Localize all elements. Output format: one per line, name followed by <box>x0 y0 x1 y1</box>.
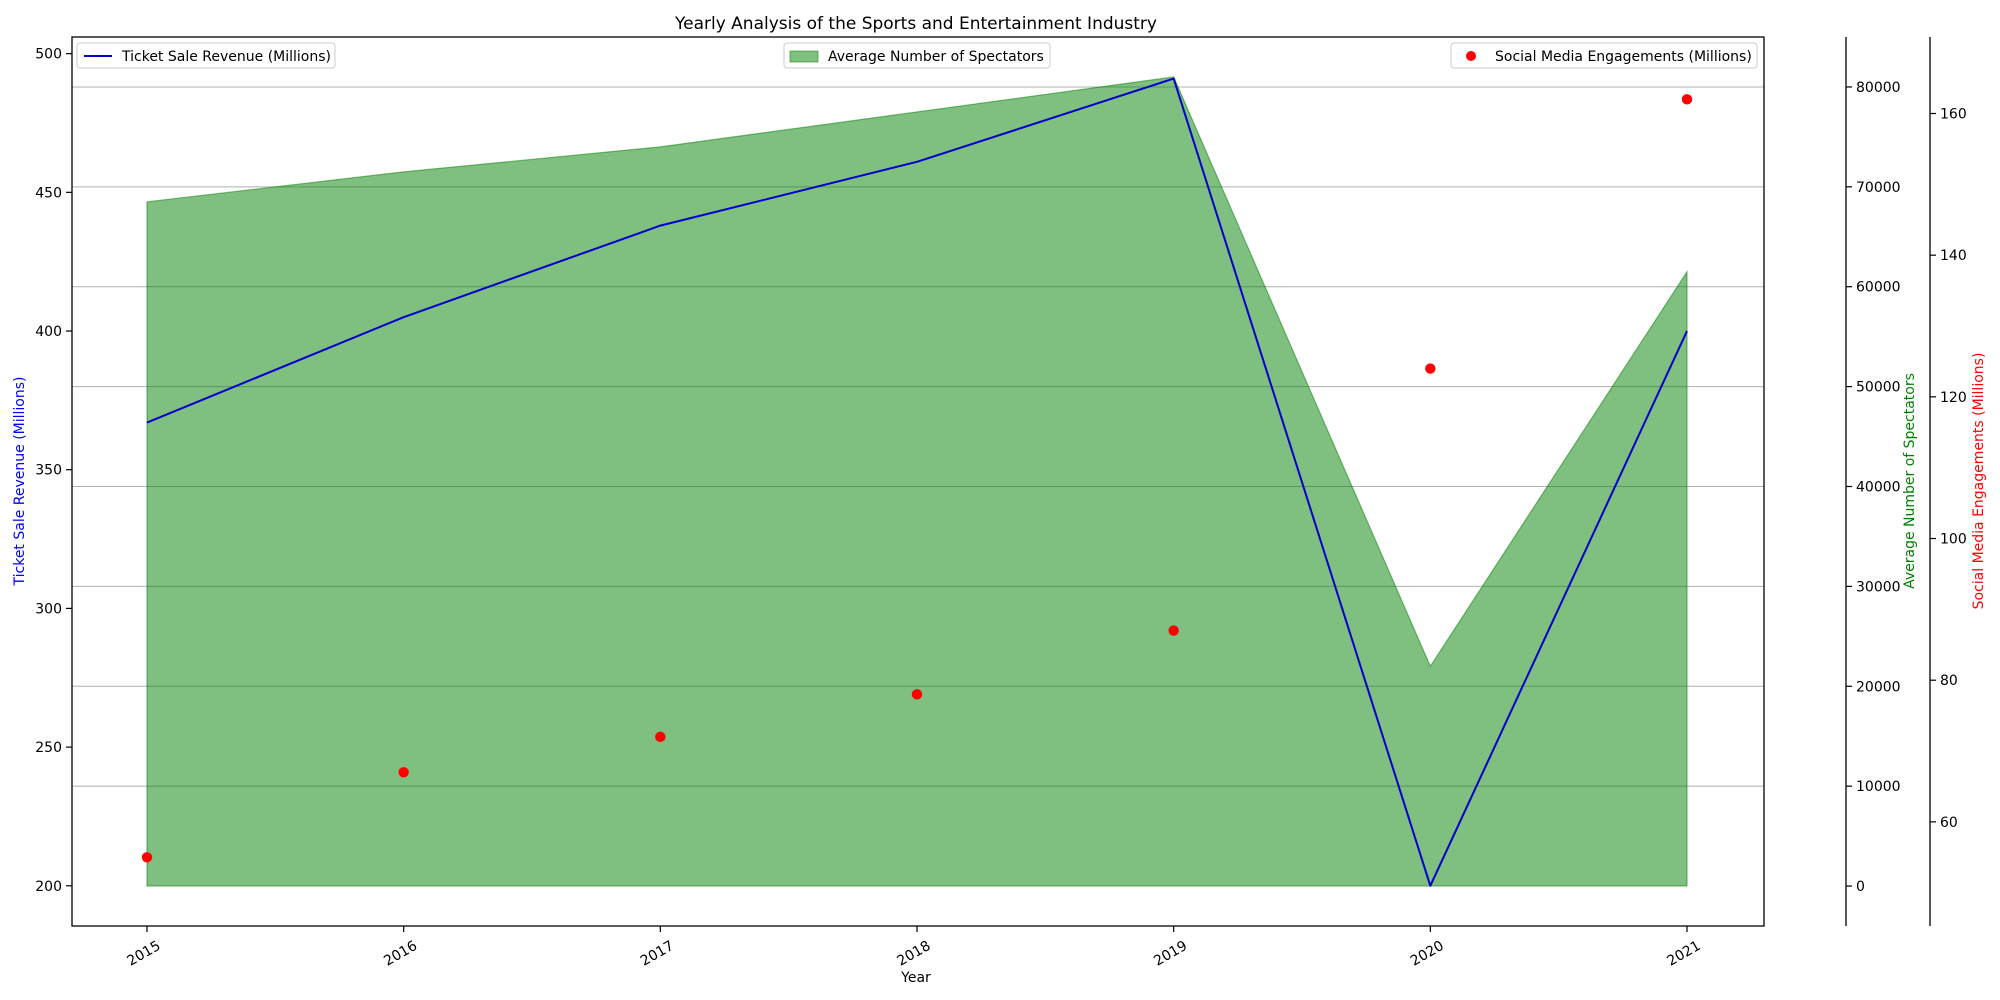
legend-spectators: Average Number of Spectators <box>783 42 1051 69</box>
spectators-area <box>146 76 1688 887</box>
spectators-y-tick-label: 60000 <box>1856 280 1901 296</box>
legend-spectators-swatch <box>789 50 819 63</box>
plot-frame <box>71 36 1765 927</box>
x-axis-title: Year <box>900 970 931 986</box>
spectators-y-tick-label: 70000 <box>1856 180 1901 196</box>
left-y-tick-label: 450 <box>35 185 62 201</box>
engagement-point <box>141 852 153 863</box>
engagement-point <box>1425 363 1436 374</box>
engagements-y-axis: 60 80 100 120 140 160 <box>1929 37 1967 926</box>
chart-title: Yearly Analysis of the Sports and Entert… <box>674 14 1157 34</box>
spectators-y-tick-label: 0 <box>1856 879 1865 895</box>
left-y-axis-title: Ticket Sale Revenue (Millions) <box>12 376 28 586</box>
engagements-y-tick-label: 160 <box>1940 107 1967 123</box>
legend-engagements-box <box>1450 42 1758 69</box>
engagement-point <box>1681 94 1693 105</box>
legend-revenue-box <box>76 42 336 69</box>
left-y-axis: 200 250 300 350 400 450 500 <box>35 47 72 895</box>
spectators-y-tick-label: 20000 <box>1856 679 1901 695</box>
legend-engagements: Social Media Engagements (Millions) <box>1450 42 1758 69</box>
engagements-y-tick-label: 120 <box>1940 390 1967 406</box>
legend-revenue-label: Ticket Sale Revenue (Millions) <box>121 49 331 65</box>
engagement-point <box>911 689 923 700</box>
engagements-y-axis-title: Social Media Engagements (Millions) <box>1971 353 1987 610</box>
legend-engagements-label: Social Media Engagements (Millions) <box>1495 49 1752 65</box>
engagement-scatter-layer <box>141 94 1693 863</box>
legend-revenue: Ticket Sale Revenue (Millions) <box>76 42 336 69</box>
engagement-point <box>398 767 409 778</box>
engagements-y-tick-label: 80 <box>1940 673 1958 689</box>
revenue-line <box>146 77 1688 887</box>
spectators-y-tick-label: 40000 <box>1856 479 1901 495</box>
legend-spectators-label: Average Number of Spectators <box>828 49 1044 65</box>
engagements-y-tick-label: 100 <box>1940 532 1967 548</box>
spectators-area-layer <box>146 76 1688 887</box>
revenue-line-layer <box>146 77 1688 887</box>
left-y-tick-label: 400 <box>35 324 62 340</box>
legend-spectators-box <box>783 42 1051 69</box>
spectators-y-axis-title: Average Number of Spectators <box>1902 373 1918 589</box>
spectators-y-tick-label: 10000 <box>1856 779 1901 795</box>
engagements-y-tick-label: 60 <box>1940 815 1958 831</box>
left-y-tick-label: 300 <box>35 601 62 617</box>
left-y-tick-label: 250 <box>35 740 62 756</box>
engagement-point <box>655 731 666 743</box>
spectators-y-tick-label: 50000 <box>1856 380 1901 396</box>
legend-engagements-swatch <box>1466 51 1476 61</box>
spectators-y-tick-label: 30000 <box>1856 579 1901 595</box>
engagement-point <box>1168 625 1179 636</box>
left-y-tick-label: 500 <box>35 47 62 63</box>
left-y-tick-label: 350 <box>35 463 62 479</box>
spectators-y-tick-label: 80000 <box>1856 80 1901 96</box>
spectators-y-axis: 0 10000 20000 30000 40000 50000 60000 70000 8000… <box>1845 37 1901 926</box>
left-y-tick-label: 200 <box>35 879 62 895</box>
engagements-y-tick-label: 140 <box>1940 248 1967 264</box>
